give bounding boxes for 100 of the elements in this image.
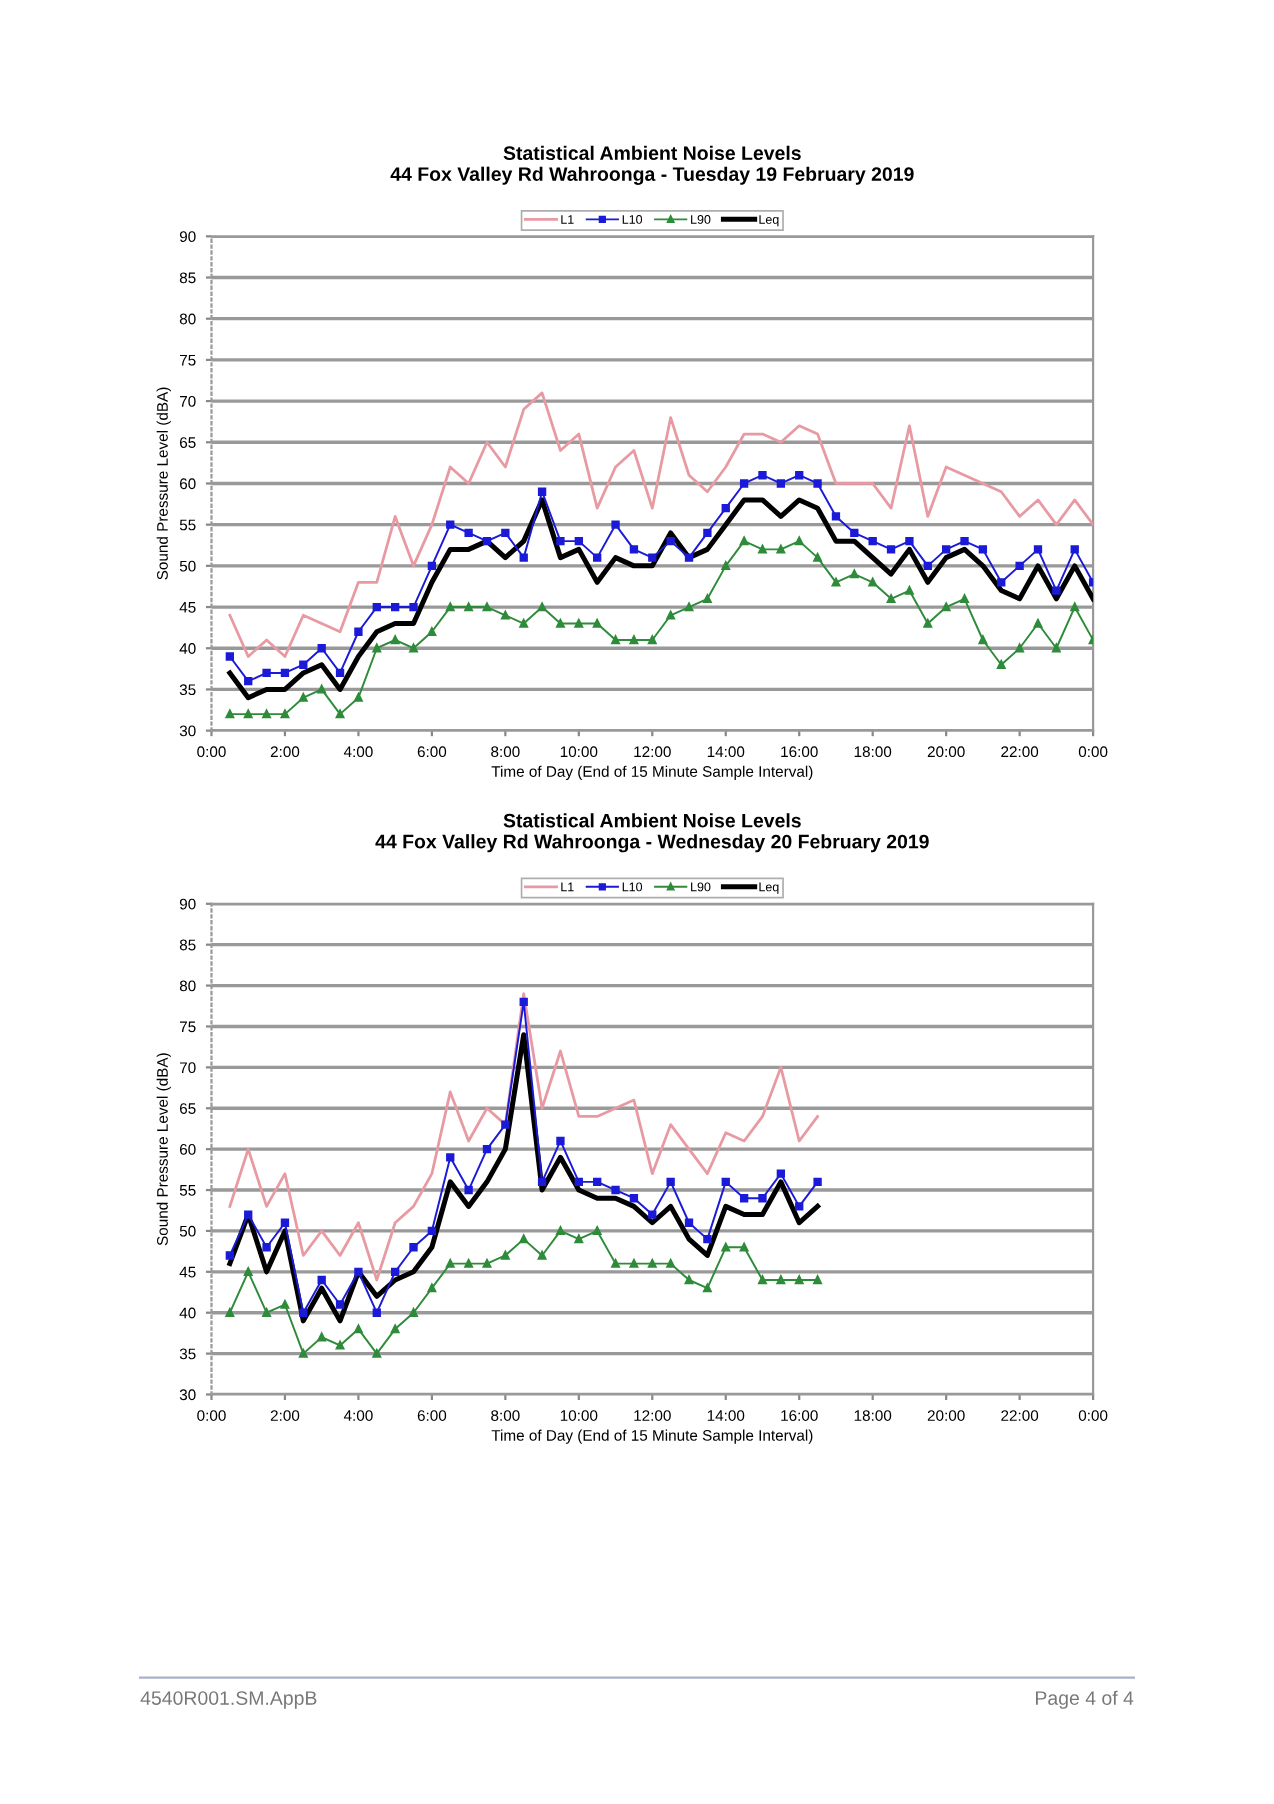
point <box>648 1210 657 1219</box>
point <box>464 528 473 538</box>
point <box>629 635 639 645</box>
point <box>262 1243 271 1252</box>
point <box>409 602 418 612</box>
point <box>868 536 877 546</box>
point <box>611 520 620 529</box>
point <box>813 479 822 488</box>
point <box>372 1308 381 1317</box>
point <box>1070 602 1079 612</box>
chart-title: Statistical Ambient Noise Levels <box>503 145 801 161</box>
line-series <box>228 391 1094 658</box>
point <box>409 1308 418 1317</box>
point <box>721 504 730 513</box>
point <box>354 1267 363 1276</box>
point <box>776 1169 786 1178</box>
point <box>225 1308 235 1317</box>
point <box>629 1194 639 1203</box>
point <box>262 668 271 678</box>
point <box>703 528 712 538</box>
point <box>813 1275 822 1285</box>
point <box>739 536 749 546</box>
point <box>280 668 290 678</box>
point <box>519 1234 528 1244</box>
point <box>850 569 859 579</box>
chart-title: Statistical Ambient Noise Levels <box>503 813 801 828</box>
point <box>684 1275 694 1285</box>
point <box>721 1177 730 1187</box>
point <box>335 709 345 719</box>
point <box>262 709 271 719</box>
point <box>684 602 694 612</box>
point <box>703 1234 712 1244</box>
point <box>795 536 804 546</box>
point <box>684 553 694 562</box>
point <box>537 487 547 496</box>
point <box>629 545 639 554</box>
point <box>299 1308 308 1317</box>
point <box>409 1243 418 1252</box>
point <box>574 1234 583 1244</box>
point <box>758 1275 767 1285</box>
point <box>666 1177 675 1187</box>
point <box>776 1275 786 1285</box>
point <box>1033 545 1043 554</box>
point <box>593 553 602 562</box>
point <box>482 536 492 546</box>
point <box>244 677 253 686</box>
point <box>593 1226 602 1236</box>
point <box>335 668 345 678</box>
text: 4540R001.SM.AppB <box>140 1691 317 1709</box>
point <box>978 545 988 554</box>
point <box>703 594 712 603</box>
point <box>905 536 914 546</box>
text: Page 4 of 4 <box>1036 1690 1134 1709</box>
point <box>684 1218 694 1227</box>
point <box>482 1259 492 1268</box>
point <box>795 1202 804 1211</box>
point <box>446 602 455 612</box>
point <box>574 536 583 546</box>
point <box>556 1226 565 1236</box>
point <box>886 545 896 554</box>
point <box>244 709 253 719</box>
point <box>354 627 363 636</box>
point <box>556 536 565 546</box>
point <box>244 1267 253 1276</box>
point <box>427 1226 437 1236</box>
point <box>886 594 896 603</box>
point <box>795 1275 804 1285</box>
point <box>813 1177 822 1187</box>
point <box>482 1144 492 1154</box>
point <box>501 1120 510 1129</box>
point <box>390 635 400 645</box>
point <box>244 1210 253 1219</box>
point <box>1070 545 1079 554</box>
point <box>978 635 988 645</box>
point <box>446 520 455 529</box>
point <box>739 479 749 488</box>
line-series <box>227 497 1094 701</box>
point <box>941 602 951 612</box>
point <box>776 479 786 488</box>
point <box>427 627 437 636</box>
point <box>299 660 308 669</box>
point <box>997 578 1006 587</box>
point <box>666 536 675 546</box>
chart-subtitle: 44 Fox Valley Rd Wahroonga - Tuesday 19 February 2019 <box>390 166 914 185</box>
point <box>593 1177 602 1187</box>
point <box>225 1251 235 1260</box>
point <box>758 471 767 480</box>
point <box>1052 586 1061 595</box>
point <box>519 997 528 1007</box>
point <box>446 1153 455 1162</box>
point <box>372 602 381 612</box>
point <box>390 1324 400 1334</box>
point <box>280 709 290 719</box>
point <box>317 1275 326 1285</box>
point <box>960 594 969 603</box>
point <box>739 1194 749 1203</box>
point <box>758 1194 767 1203</box>
point <box>501 528 510 538</box>
point <box>482 602 492 612</box>
point <box>1033 619 1043 628</box>
